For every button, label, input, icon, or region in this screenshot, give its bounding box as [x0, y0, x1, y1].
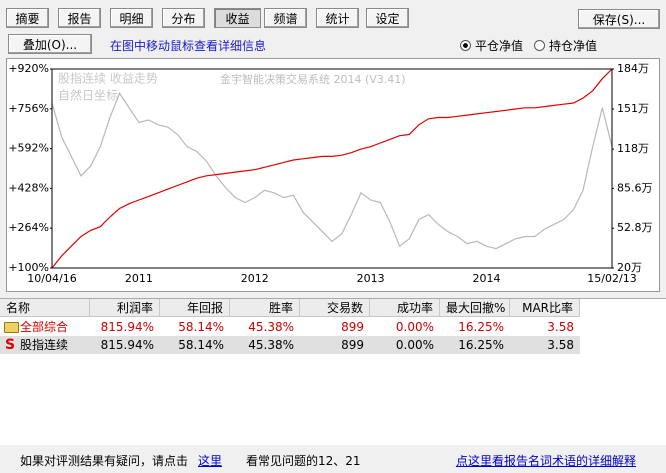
marker-icon: S: [5, 337, 16, 353]
row-value: 815.94%: [100, 320, 154, 334]
y-tick-label: +592%: [8, 142, 49, 155]
y2-tick-label: 20万: [617, 261, 642, 274]
x-tick-label: 2014: [472, 272, 500, 285]
column-header: 成功率: [370, 299, 440, 317]
y2-tick-label: 151万: [617, 102, 649, 115]
radio-dot: [534, 40, 545, 51]
footer: 如果对评测结果有疑问，请点击 这里 看常见问题的12、21 点这里看报告名词术语…: [0, 446, 666, 473]
y-tick-label: +756%: [8, 102, 49, 115]
row-value: 899: [341, 338, 364, 352]
column-header: 最大回撤%: [440, 299, 510, 317]
watermark: 金宇智能决策交易系统 2014 (V3.41): [220, 72, 406, 86]
x-tick-label: 2013: [357, 272, 385, 285]
row-value: 58.14%: [178, 338, 224, 352]
annotation: 自然日坐标: [58, 88, 118, 103]
row-value: 58.14%: [178, 320, 224, 334]
result-table: 名称 利润率 年回报 胜率 交易数 成功率 最大回撤% MAR比率全部综合 815.94% 58.…: [0, 298, 666, 445]
x-tick-label: 15/02/13: [587, 272, 636, 285]
row-name: 股指连续: [20, 338, 69, 352]
series-line: [51, 92, 613, 250]
row-value: 0.00%: [395, 320, 434, 334]
tab[interactable]: 统计: [316, 8, 359, 28]
row-value: 45.38%: [248, 338, 294, 352]
y2-tick-label: 118万: [617, 142, 649, 155]
radio[interactable]: 持仓净值: [534, 37, 597, 54]
column-header: MAR比率: [510, 299, 580, 317]
footer-text: 看常见问题的12、21: [246, 454, 361, 468]
row-value: 0.00%: [395, 338, 434, 352]
y-tick-label: +264%: [8, 221, 49, 234]
x-tick-label: 2012: [241, 272, 269, 285]
folder-icon: [4, 322, 19, 333]
chart-frame: [6, 58, 660, 292]
y2-tick-label: 184万: [617, 62, 649, 75]
row-value: 899: [341, 320, 364, 334]
annotation: 股指连续 收益走势: [58, 71, 158, 86]
column-header: 利润率: [90, 299, 160, 317]
row-name: 全部综合: [20, 320, 69, 334]
y2-tick-label: 85.6万: [617, 181, 653, 194]
row-value: 16.25%: [458, 338, 504, 352]
save-button[interactable]: 保存(S)...: [578, 9, 660, 29]
y-tick-label: +920%: [8, 62, 49, 75]
row-value: 3.58: [547, 320, 574, 334]
row-value: 16.25%: [458, 320, 504, 334]
radio-label: 持仓净值: [549, 39, 598, 53]
tab[interactable]: 设定: [366, 8, 409, 28]
x-tick-label: 10/04/16: [27, 272, 76, 285]
row-value: 815.94%: [100, 338, 154, 352]
row-value: 45.38%: [248, 320, 294, 334]
column-header: 交易数: [300, 299, 370, 317]
y2-tick-label: 52.8万: [617, 221, 653, 234]
y-tick-label: +428%: [8, 181, 49, 194]
row-highlight: [0, 336, 580, 354]
tab[interactable]: 报告: [58, 8, 101, 28]
tab[interactable]: 频谱: [264, 8, 307, 28]
x-tick-label: 2011: [125, 272, 153, 285]
y-tick-label: +100%: [8, 261, 49, 274]
column-header: 年回报: [160, 299, 230, 317]
tab[interactable]: 收益: [214, 8, 261, 28]
row-value: 3.58: [547, 338, 574, 352]
column-header: 名称: [0, 299, 90, 317]
radio-label: 平仓净值: [475, 39, 524, 53]
faq-link[interactable]: 这里: [198, 454, 223, 468]
column-header: 胜率: [230, 299, 300, 317]
tab[interactable]: 摘要: [6, 8, 49, 28]
tab[interactable]: 明细: [110, 8, 153, 28]
tab[interactable]: 分布: [162, 8, 205, 28]
series-line: [51, 68, 613, 269]
radio-dot: [460, 40, 471, 51]
hint: 在图中移动鼠标查看详细信息: [110, 39, 267, 53]
glossary-link[interactable]: 点这里看报告名词术语的详细解释: [456, 454, 637, 468]
radio[interactable]: 平仓净值: [460, 37, 523, 54]
plot-frame: [51, 68, 613, 269]
overlay-button[interactable]: 叠加(O)...: [8, 34, 92, 54]
footer-text: 如果对评测结果有疑问，请点击: [20, 454, 189, 468]
